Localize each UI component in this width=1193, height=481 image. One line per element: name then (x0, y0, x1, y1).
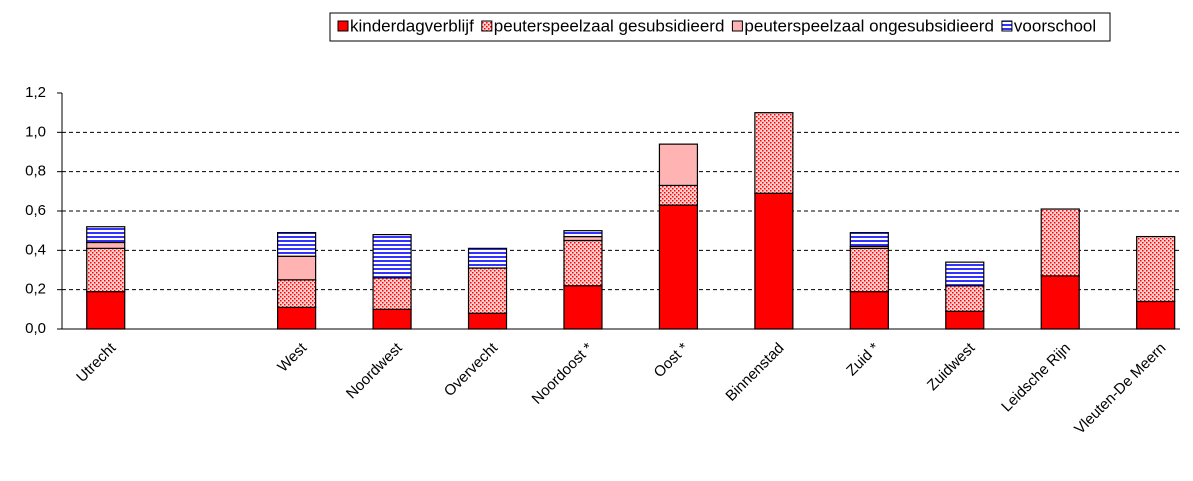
y-tick-label: 0,0 (25, 320, 46, 337)
bar-segment (945, 261, 985, 287)
bar-segment (467, 267, 508, 314)
legend-swatch (337, 20, 349, 32)
bar-segment (1136, 235, 1176, 303)
x-tick-label: Utrecht (73, 339, 120, 386)
x-tick-label: Binnenstad (722, 340, 787, 405)
y-tick-label: 0,4 (25, 241, 46, 258)
legend-label: peuterspeelzaal ongesubsidieerd (744, 16, 994, 35)
bar-segment (277, 255, 317, 281)
y-tick-label: 0,8 (25, 163, 46, 180)
bar-segment (1040, 275, 1080, 330)
bar-segment (86, 241, 126, 249)
y-tick-label: 0,2 (25, 281, 46, 298)
x-tick-label: Zuidwest (924, 339, 979, 394)
bar-segment (658, 143, 699, 187)
legend-swatch (731, 20, 743, 32)
bar-segment (658, 184, 699, 206)
bar-segment (467, 312, 508, 330)
bar-segment (849, 291, 889, 330)
bar-segment (754, 192, 794, 330)
legend-label: voorschool (1014, 16, 1096, 35)
y-tick-label: 1,2 (25, 84, 46, 101)
x-tick-label: Noordoost * (529, 340, 597, 408)
bar-segment (372, 308, 412, 330)
bar-segment (372, 234, 412, 279)
bar-segment (86, 291, 126, 330)
bar-segment (1136, 300, 1176, 330)
x-tick-label: Zuid * (843, 340, 883, 380)
x-tick-label: Vleuten-De Meern (1071, 340, 1169, 438)
x-tick-label: Overvecht (441, 339, 502, 400)
x-tick-label: Oost * (651, 340, 693, 382)
bar-segment (86, 247, 126, 293)
x-tick-label: Leidsche Rijn (998, 340, 1074, 416)
y-tick-label: 0,6 (25, 202, 46, 219)
bar-segment (372, 277, 412, 310)
legend-label: kinderdagverblijf (350, 16, 474, 35)
bar-segment (945, 285, 985, 312)
bar-segment (849, 232, 889, 247)
bar-segment (86, 226, 126, 244)
legend-label: peuterspeelzaal gesubsidieerd (494, 16, 725, 35)
bar-segment (945, 310, 985, 330)
legend-swatch (481, 20, 493, 32)
bar-segment (1040, 208, 1080, 277)
bar-segment (849, 247, 889, 293)
bar-segment (563, 239, 603, 287)
x-tick-label: West (274, 339, 311, 376)
bar-segment (277, 232, 317, 257)
bar-segment (563, 285, 603, 330)
bar-segment (277, 306, 317, 330)
bar-segment (467, 247, 508, 269)
bar-segment (563, 230, 603, 238)
bar-segment (658, 204, 699, 330)
legend-box (329, 12, 1111, 42)
bar-segment (754, 112, 794, 194)
bar-segment (277, 279, 317, 308)
legend-swatch (1001, 20, 1013, 32)
x-tick-label: Noordwest (343, 339, 406, 402)
y-tick-label: 1,0 (25, 123, 46, 140)
